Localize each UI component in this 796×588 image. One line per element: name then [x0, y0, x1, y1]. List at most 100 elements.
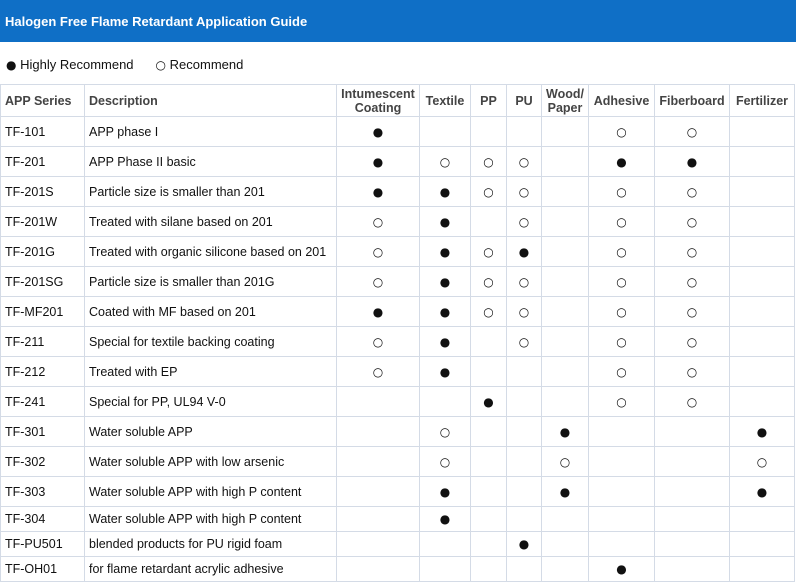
rating-symbol: ○: [372, 364, 384, 379]
rating-cell: [654, 446, 730, 477]
series-cell: TF-302: [0, 446, 85, 477]
series-cell: TF-211: [0, 326, 85, 357]
rating-symbol: ●: [483, 394, 494, 409]
rating-symbol: ●: [439, 244, 451, 259]
rating-cell: [541, 556, 589, 582]
rating-cell: ○: [506, 266, 542, 297]
rating-symbol: ○: [372, 244, 384, 259]
rating-symbol: ○: [518, 214, 530, 229]
rating-symbol: ○: [616, 184, 627, 199]
series-cell: TF-PU501: [0, 531, 85, 557]
table-body: TF-101 APP phase I ● ○ ○ TF-201 APP Phase II b…: [0, 116, 795, 582]
table-row: TF-301 Water soluble APP ○ ● ●: [0, 416, 795, 447]
column-header: Intumescent Coating: [336, 84, 420, 117]
rating-cell: ●: [419, 266, 471, 297]
rating-cell: [336, 386, 420, 417]
rating-cell: [541, 206, 589, 237]
rating-cell: ●: [419, 506, 471, 532]
rating-cell: ○: [588, 326, 655, 357]
rating-symbol: ●: [439, 512, 451, 526]
rating-cell: ●: [419, 236, 471, 267]
rating-cell: ○: [419, 446, 471, 477]
rating-cell: [336, 506, 420, 532]
legend-item: ○ Recommend: [156, 57, 244, 72]
description-cell: APP Phase II basic: [84, 146, 337, 177]
legend-symbol: ●: [6, 57, 17, 72]
rating-cell: [419, 386, 471, 417]
rating-symbol: ●: [439, 364, 451, 379]
table-row: TF-241 Special for PP, UL94 V-0 ● ○ ○: [0, 386, 795, 417]
rating-symbol: ●: [439, 274, 451, 289]
rating-cell: [654, 416, 730, 447]
rating-symbol: ○: [616, 274, 627, 289]
rating-cell: [336, 416, 420, 447]
rating-cell: ○: [588, 386, 655, 417]
rating-cell: [588, 531, 655, 557]
rating-cell: [588, 476, 655, 507]
rating-cell: [470, 556, 507, 582]
rating-symbol: ●: [518, 537, 530, 551]
rating-cell: ○: [654, 116, 730, 147]
rating-cell: [654, 476, 730, 507]
rating-cell: [729, 326, 795, 357]
rating-cell: [419, 531, 471, 557]
rating-cell: [336, 446, 420, 477]
rating-cell: [654, 531, 730, 557]
series-cell: TF-304: [0, 506, 85, 532]
rating-cell: ○: [470, 266, 507, 297]
rating-cell: ○: [654, 326, 730, 357]
rating-cell: ○: [506, 296, 542, 327]
table-row: TF-MF201 Coated with MF based on 201 ● ● ○ ○ ○…: [0, 296, 795, 327]
rating-cell: [470, 416, 507, 447]
rating-cell: ○: [588, 356, 655, 387]
rating-cell: ○: [729, 446, 795, 477]
table-row: TF-OH01 for flame retardant acrylic adhes…: [0, 556, 795, 582]
rating-cell: [506, 386, 542, 417]
rating-cell: [541, 116, 589, 147]
rating-cell: ●: [336, 296, 420, 327]
series-cell: TF-MF201: [0, 296, 85, 327]
rating-cell: ○: [470, 236, 507, 267]
rating-cell: ●: [419, 206, 471, 237]
rating-symbol: ○: [686, 394, 698, 409]
table-row: TF-101 APP phase I ● ○ ○: [0, 116, 795, 147]
rating-symbol: ●: [559, 424, 571, 439]
rating-symbol: ○: [686, 274, 698, 289]
rating-cell: ●: [419, 176, 471, 207]
rating-cell: ○: [654, 236, 730, 267]
column-header: Description: [84, 84, 337, 117]
rating-cell: [336, 476, 420, 507]
rating-cell: ○: [506, 206, 542, 237]
table-row: TF-303 Water soluble APP with high P cont…: [0, 476, 795, 507]
rating-cell: ●: [419, 326, 471, 357]
description-cell: Treated with EP: [84, 356, 337, 387]
column-header: PP: [470, 84, 507, 117]
rating-symbol: ○: [686, 214, 698, 229]
rating-cell: ○: [588, 296, 655, 327]
rating-cell: ○: [654, 386, 730, 417]
rating-symbol: ○: [439, 424, 451, 439]
rating-symbol: ○: [439, 454, 451, 469]
rating-cell: [729, 531, 795, 557]
description-cell: Water soluble APP with high P content: [84, 506, 337, 532]
rating-symbol: ●: [372, 124, 384, 139]
rating-cell: ○: [654, 356, 730, 387]
rating-cell: ○: [506, 326, 542, 357]
rating-cell: [506, 416, 542, 447]
rating-cell: ●: [419, 296, 471, 327]
rating-cell: [729, 236, 795, 267]
rating-cell: [729, 116, 795, 147]
series-cell: TF-201W: [0, 206, 85, 237]
rating-symbol: ○: [616, 334, 627, 349]
rating-cell: [470, 206, 507, 237]
rating-cell: ●: [729, 476, 795, 507]
rating-symbol: ●: [616, 562, 627, 576]
rating-cell: [470, 356, 507, 387]
column-header: APP Series: [0, 84, 85, 117]
legend-symbol: ○: [155, 57, 167, 72]
series-cell: TF-201S: [0, 176, 85, 207]
series-cell: TF-241: [0, 386, 85, 417]
description-cell: Particle size is smaller than 201: [84, 176, 337, 207]
description-cell: Treated with silane based on 201: [84, 206, 337, 237]
